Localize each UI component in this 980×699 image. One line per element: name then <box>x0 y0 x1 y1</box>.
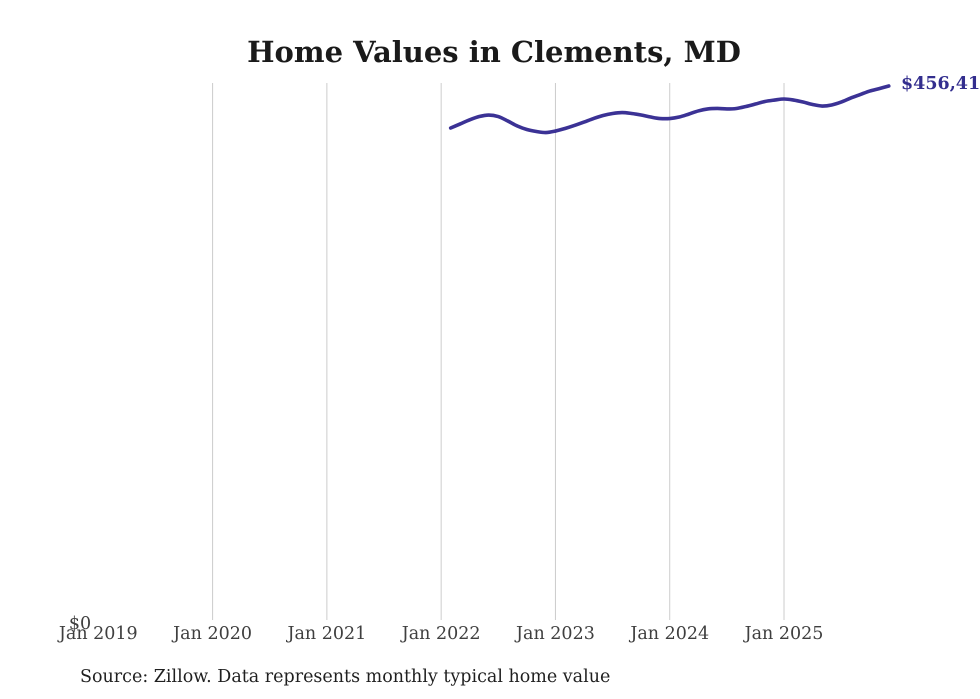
x-tick-label: Jan 2021 <box>285 624 366 644</box>
x-axis-labels: Jan 2019 Jan 2020 Jan 2021 Jan 2022 Jan 2023… <box>57 624 824 644</box>
y-axis-zero-label: $0 <box>69 614 91 634</box>
home-value-line <box>448 84 891 135</box>
x-tick-label: Jan 2022 <box>400 624 481 644</box>
x-tick-label: Jan 2023 <box>514 624 595 644</box>
source-note: Source: Zillow. Data represents monthly … <box>80 667 610 687</box>
x-tick-label: Jan 2020 <box>171 624 252 644</box>
x-tick-label: Jan 2025 <box>743 624 824 644</box>
latest-value-label: $456,413 <box>901 74 980 94</box>
x-tick-label: Jan 2019 <box>57 624 138 644</box>
chart-title: Home Values in Clements, MD <box>247 35 741 69</box>
year-gridlines <box>212 83 785 620</box>
x-tick-label: Jan 2024 <box>628 624 709 644</box>
